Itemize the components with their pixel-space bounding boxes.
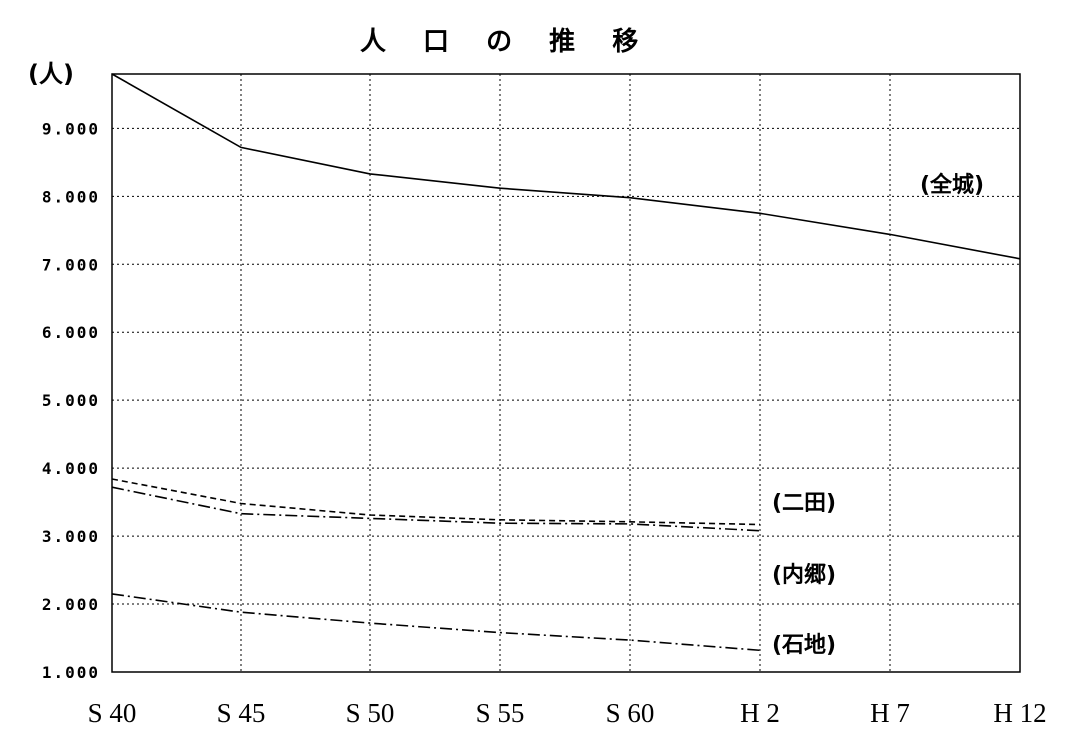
y-tick-label: 7.000 bbox=[42, 255, 100, 274]
grid-lines bbox=[112, 74, 1020, 672]
x-tick-label: S 40 bbox=[88, 698, 137, 728]
series-label-1: (二田) bbox=[772, 491, 836, 516]
y-tick-label: 5.000 bbox=[42, 391, 100, 410]
y-tick-label: 2.000 bbox=[42, 595, 100, 614]
y-tick-label: 4.000 bbox=[42, 459, 100, 478]
series-label-0: (全城) bbox=[920, 172, 984, 198]
x-tick-label: S 60 bbox=[606, 698, 655, 728]
y-tick-label: 8.000 bbox=[42, 187, 100, 206]
x-tick-label: H 12 bbox=[993, 698, 1046, 728]
y-tick-label: 6.000 bbox=[42, 323, 100, 342]
plot-frame bbox=[111, 73, 1021, 673]
series-labels: (全城) (二田) (内郷) (石地) bbox=[772, 172, 984, 658]
series-label-3: (石地) bbox=[772, 633, 836, 658]
x-tick-label: S 45 bbox=[217, 698, 266, 728]
series-lines bbox=[111, 73, 1021, 652]
x-tick-label: H 2 bbox=[740, 698, 780, 728]
x-tick-label: S 50 bbox=[346, 698, 395, 728]
y-tick-label: 9.000 bbox=[42, 119, 100, 138]
x-tick-label: H 7 bbox=[870, 698, 910, 728]
x-tick-labels: S 40 S 45 S 50 S 55 S 60 H 2 H 7 H 12 bbox=[88, 698, 1047, 728]
series-line-2 bbox=[111, 486, 761, 532]
series-line-1 bbox=[111, 478, 761, 526]
y-axis-unit: (人) bbox=[28, 60, 74, 88]
series-label-2: (内郷) bbox=[772, 563, 836, 588]
y-tick-labels: 1.000 2.000 3.000 4.000 5.000 6.000 7.000 8.000… bbox=[42, 119, 100, 682]
y-tick-label: 1.000 bbox=[42, 663, 100, 682]
series-line-3 bbox=[111, 593, 761, 652]
x-tick-label: S 55 bbox=[476, 698, 525, 728]
series-line-0 bbox=[111, 73, 1021, 260]
y-tick-label: 3.000 bbox=[42, 527, 100, 546]
chart-title: 人 口 の 推 移 bbox=[360, 27, 652, 57]
